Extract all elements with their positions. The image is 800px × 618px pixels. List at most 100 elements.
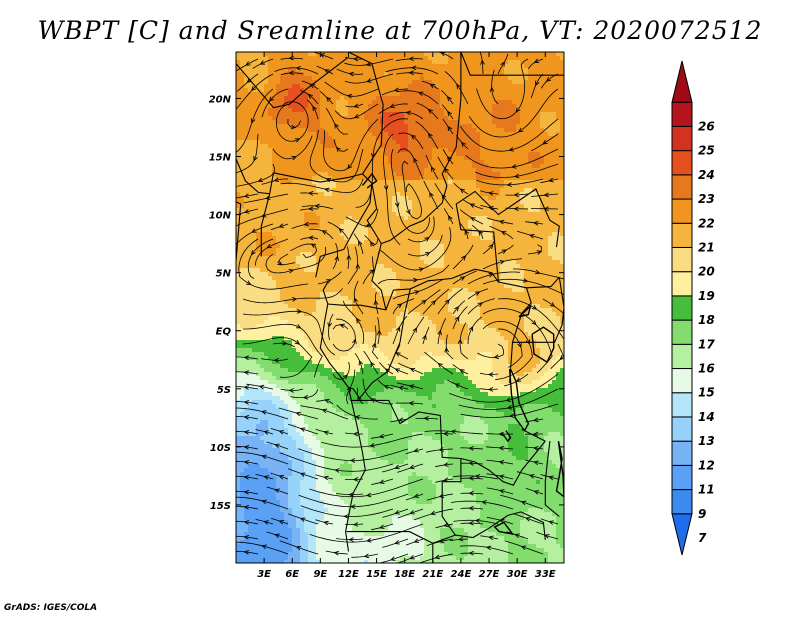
streamline-arrowhead: [450, 429, 456, 435]
wbpt-cell: [292, 180, 313, 185]
wbpt-cell: [284, 336, 305, 341]
streamline-arrowhead: [409, 509, 415, 515]
wbpt-cell: [236, 264, 301, 269]
wbpt-cell: [272, 472, 293, 477]
streamline-arrowhead: [251, 85, 257, 92]
wbpt-cell: [276, 404, 289, 409]
wbpt-cell: [556, 52, 564, 57]
streamline: [287, 423, 319, 435]
wbpt-cell: [300, 484, 317, 489]
wbpt-cell: [444, 108, 493, 113]
wbpt-cell: [484, 420, 564, 425]
wbpt-cell: [288, 404, 301, 409]
streamline-arrowhead: [437, 329, 442, 336]
wbpt-cell: [316, 532, 365, 537]
wbpt-cell: [380, 292, 397, 297]
wbpt-cell: [404, 88, 441, 93]
wbpt-cell: [244, 76, 269, 81]
wbpt-cell: [504, 72, 529, 77]
wbpt-cell: [296, 68, 505, 73]
wbpt-cell: [340, 112, 349, 117]
wbpt-cell: [500, 176, 564, 181]
streamline-arrowhead: [525, 339, 531, 345]
wbpt-cell: [388, 524, 421, 529]
wbpt-cell: [440, 540, 469, 545]
wbpt-cell: [428, 164, 473, 169]
streamline-arrowhead: [481, 500, 487, 505]
wbpt-cell: [308, 444, 321, 449]
wbpt-cell: [556, 312, 564, 317]
streamline-arrowhead: [394, 202, 400, 208]
wbpt-cell: [296, 260, 317, 265]
colorbar-swatch: [671, 343, 693, 370]
wbpt-cell: [308, 100, 321, 105]
streamline-arrowhead: [522, 278, 529, 283]
streamline-arrowhead: [338, 227, 344, 234]
wbpt-cell: [392, 408, 405, 413]
wbpt-cell: [556, 516, 564, 521]
wbpt-cell: [304, 220, 321, 225]
wbpt-cell: [408, 144, 481, 149]
streamline: [236, 430, 259, 435]
colorbar-swatch: [671, 368, 693, 394]
streamline-arrowhead: [478, 230, 484, 236]
wbpt-cell: [456, 152, 481, 157]
wbpt-cell: [496, 100, 513, 105]
streamline: [298, 493, 409, 508]
wbpt-cell: [504, 184, 564, 189]
wbpt-cell: [328, 400, 353, 405]
wbpt-cell: [472, 228, 493, 233]
wbpt-cell: [480, 236, 493, 241]
wbpt-cell: [560, 316, 564, 321]
wbpt-cell: [424, 76, 509, 81]
wbpt-cell: [316, 544, 425, 549]
wbpt-cell: [552, 460, 564, 465]
streamline-arrowhead: [444, 167, 449, 173]
wbpt-cell: [236, 68, 241, 73]
colorbar-label: 20: [698, 265, 715, 279]
wbpt-cell: [412, 516, 481, 521]
streamline-arrowhead: [384, 368, 391, 374]
wbpt-cell: [360, 420, 401, 425]
streamline-arrowhead: [414, 290, 420, 295]
wbpt-cell: [400, 404, 433, 409]
wbpt-cell: [548, 384, 564, 389]
wbpt-cell: [448, 300, 481, 305]
wbpt-cell: [448, 304, 481, 309]
wbpt-cell: [556, 464, 564, 469]
lat-tick-label: EQ: [216, 327, 232, 338]
streamline-arrowhead: [525, 517, 531, 522]
wbpt-cell: [252, 348, 297, 353]
wbpt-cell: [548, 236, 564, 241]
wbpt-cell: [260, 252, 277, 257]
streamline-arrowhead: [370, 152, 376, 159]
wbpt-cell: [376, 136, 393, 141]
wbpt-cell: [236, 320, 265, 325]
wbpt-cell: [504, 536, 525, 541]
streamline-arrowhead: [413, 493, 420, 498]
wbpt-cell: [272, 152, 385, 157]
wbpt-cell: [308, 544, 317, 549]
streamline: [280, 388, 304, 391]
wbpt-field: [236, 52, 564, 563]
wbpt-cell: [560, 412, 564, 417]
streamline-arrowhead: [520, 500, 527, 506]
wbpt-cell: [328, 508, 349, 513]
wbpt-cell: [388, 160, 429, 165]
streamline-arrowhead: [261, 544, 267, 550]
streamline: [290, 388, 319, 399]
wbpt-cell: [444, 112, 493, 117]
streamline: [321, 433, 424, 448]
streamline-arrowhead: [454, 315, 460, 322]
wbpt-cell: [316, 172, 329, 177]
wbpt-cell: [308, 340, 445, 345]
streamline-arrowhead: [513, 173, 520, 179]
wbpt-cell: [472, 216, 489, 221]
wbpt-cell: [424, 172, 477, 177]
wbpt-cell: [436, 488, 473, 493]
streamline: [266, 531, 289, 540]
wbpt-cell: [420, 176, 449, 181]
wbpt-cell: [400, 144, 409, 149]
streamline-arrowhead: [488, 205, 494, 211]
